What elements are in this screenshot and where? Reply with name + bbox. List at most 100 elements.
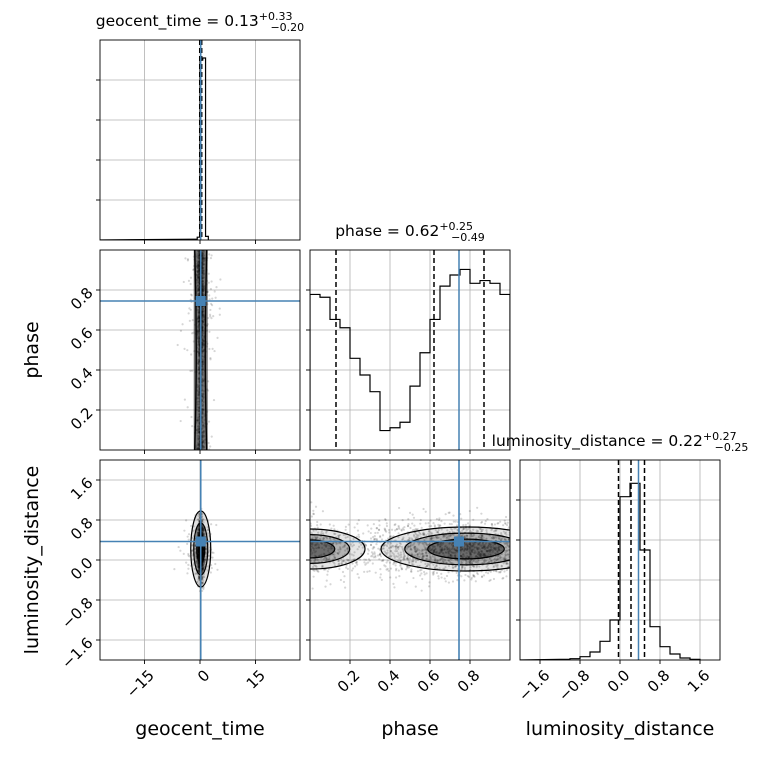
sample-point xyxy=(389,576,392,579)
sample-point xyxy=(201,528,204,532)
sample-point xyxy=(197,551,200,554)
sample-point xyxy=(425,554,429,557)
sample-point xyxy=(467,550,470,553)
sample-point xyxy=(375,543,378,546)
sample-point xyxy=(467,545,470,549)
sample-point xyxy=(197,550,201,553)
sample-point xyxy=(466,545,469,548)
sample-point xyxy=(312,509,315,512)
sample-point xyxy=(502,576,505,580)
sample-point xyxy=(470,549,473,553)
sample-point xyxy=(197,554,201,557)
sample-point xyxy=(322,568,326,571)
sample-point xyxy=(464,543,467,546)
sample-point xyxy=(384,517,387,521)
sample-point xyxy=(201,581,204,584)
sample-point xyxy=(480,550,483,553)
sample-point xyxy=(197,583,200,586)
histogram-step-phase xyxy=(310,268,510,450)
sample-point xyxy=(426,562,429,565)
sample-point xyxy=(376,531,379,534)
sample-point xyxy=(463,547,466,550)
sample-point xyxy=(310,559,313,562)
sample-point xyxy=(195,559,198,563)
sample-point xyxy=(201,547,204,550)
sample-point xyxy=(189,369,192,372)
sample-point xyxy=(201,565,205,568)
sample-point xyxy=(201,550,204,553)
sample-point xyxy=(482,560,486,563)
sample-point xyxy=(196,563,200,567)
sample-point xyxy=(202,548,205,551)
sample-point xyxy=(312,575,315,578)
sample-point xyxy=(448,550,451,553)
sample-point xyxy=(497,558,500,561)
sample-point xyxy=(201,564,204,567)
sample-point xyxy=(197,552,200,556)
sample-point xyxy=(480,536,483,540)
sample-point xyxy=(450,561,454,565)
sample-point xyxy=(506,543,509,546)
sample-point xyxy=(202,521,205,524)
sample-point xyxy=(190,294,193,297)
sample-point xyxy=(310,501,313,504)
sample-point xyxy=(310,524,313,527)
sample-point xyxy=(202,528,205,532)
sample-point xyxy=(480,530,483,533)
sample-point xyxy=(197,548,201,552)
sample-point xyxy=(378,553,382,556)
sample-point xyxy=(439,538,442,541)
sample-point xyxy=(484,543,487,547)
sample-point xyxy=(198,554,201,558)
sample-point xyxy=(477,550,480,554)
sample-point xyxy=(429,519,432,522)
sample-point xyxy=(440,548,443,552)
sample-point xyxy=(198,550,201,553)
sample-point xyxy=(189,293,193,296)
sample-point xyxy=(198,553,201,556)
sample-point xyxy=(399,559,402,562)
sample-point xyxy=(314,559,317,562)
sample-point xyxy=(378,524,381,527)
sample-point xyxy=(437,518,441,522)
sample-point xyxy=(346,567,349,570)
sample-point xyxy=(320,553,323,556)
sample-point xyxy=(454,565,458,568)
sample-point xyxy=(188,555,191,558)
sample-point xyxy=(432,549,436,552)
sample-point xyxy=(397,545,400,549)
sample-point xyxy=(366,524,369,527)
sample-point xyxy=(206,532,209,535)
sample-point xyxy=(373,539,376,542)
sample-point xyxy=(338,562,341,565)
sample-point xyxy=(197,548,201,551)
sample-point xyxy=(474,555,477,558)
sample-point xyxy=(477,546,481,549)
sample-point xyxy=(207,281,210,284)
sample-point xyxy=(445,546,448,549)
sample-point xyxy=(198,551,201,554)
sample-point xyxy=(419,553,422,556)
sample-point xyxy=(443,545,447,548)
sample-point xyxy=(403,554,406,557)
sample-point xyxy=(396,555,399,558)
sample-point xyxy=(466,544,469,548)
sample-point xyxy=(201,512,204,515)
sample-point xyxy=(335,541,338,545)
sample-point xyxy=(177,545,180,549)
sample-point xyxy=(197,574,200,578)
sample-point xyxy=(449,553,452,556)
sample-point xyxy=(353,526,356,529)
sample-point xyxy=(490,560,493,563)
sample-point xyxy=(201,546,204,549)
sample-point xyxy=(407,546,410,549)
sample-point xyxy=(431,532,434,535)
sample-point xyxy=(480,552,483,555)
sample-point xyxy=(197,554,200,557)
sample-point xyxy=(446,547,449,551)
sample-point xyxy=(461,553,465,556)
sample-point xyxy=(395,543,398,546)
sample-point xyxy=(434,551,438,554)
sample-point xyxy=(189,276,193,279)
sample-point xyxy=(423,554,427,557)
